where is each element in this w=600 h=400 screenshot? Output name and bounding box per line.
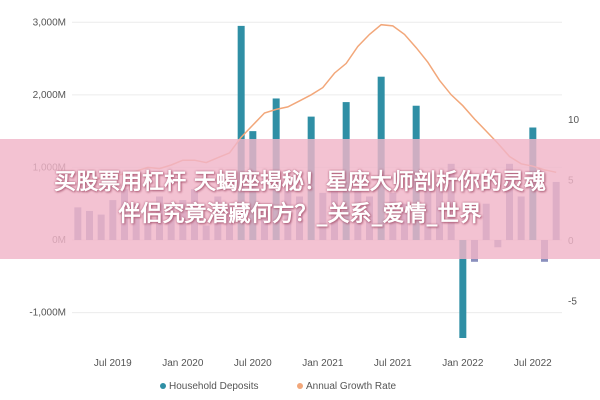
deposit-bar xyxy=(459,240,467,338)
x-axis-tick-label: Jul 2021 xyxy=(374,358,412,369)
legend-marker-growth xyxy=(297,383,303,389)
x-axis-tick-label: Jul 2019 xyxy=(94,358,132,369)
x-axis-tick-label: Jan 2021 xyxy=(302,358,344,369)
x-axis-tick-label: Jul 2022 xyxy=(514,358,552,369)
deposit-bar xyxy=(237,25,245,241)
right-axis-tick-label: 10 xyxy=(568,115,580,126)
overlay-line-2: 伴侣究竟潜藏何方？_关系_爱情_世界 xyxy=(118,202,482,227)
legend-label-growth: Annual Growth Rate xyxy=(306,381,396,392)
x-axis-tick-label: Jul 2020 xyxy=(234,358,272,369)
x-axis-tick-label: Jan 2020 xyxy=(162,358,204,369)
x-axis-ticks: Jul 2019 Jan 2020 Jul 2020 Jan 2021 Jul 2021… xyxy=(94,358,552,369)
overlay-line-1: 买股票用杠杆 天蝎座揭秘！星座大师剖析你的灵魂 xyxy=(54,170,546,195)
x-axis-tick-label: Jan 2022 xyxy=(442,358,484,369)
legend-label-deposits: Household Deposits xyxy=(169,381,259,392)
left-axis-tick-label: -1,000M xyxy=(29,308,66,319)
legend: Household Deposits Annual Growth Rate xyxy=(160,381,396,392)
overlay-banner: 买股票用杠杆 天蝎座揭秘！星座大师剖析你的灵魂 伴侣究竟潜藏何方？_关系_爱情_… xyxy=(0,139,600,259)
legend-marker-deposits xyxy=(160,383,166,389)
left-axis-tick-label: 3,000M xyxy=(33,17,66,28)
right-axis-tick-label: -5 xyxy=(568,296,577,307)
left-axis-tick-label: 2,000M xyxy=(33,90,66,101)
